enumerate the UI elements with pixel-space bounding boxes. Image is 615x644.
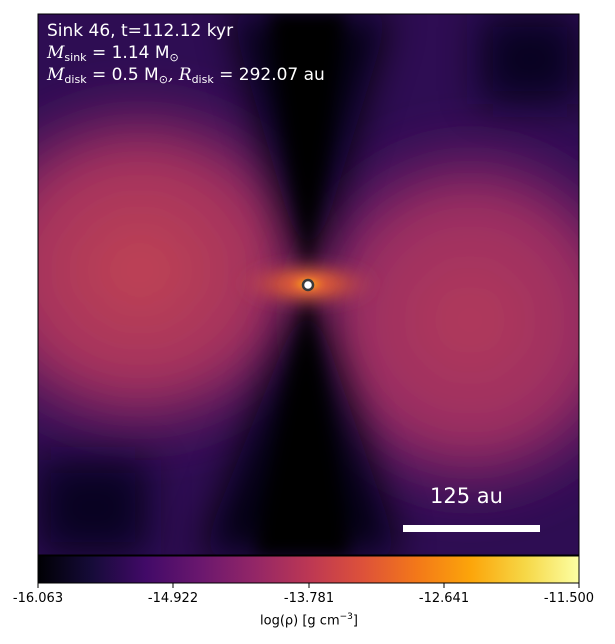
sink-mass-label: Msink = 1.14 M⊙ <box>47 43 179 64</box>
colorbar-tick-label: -14.922 <box>147 591 199 606</box>
plot-frame <box>37 13 580 556</box>
colorbar-tick-label: -16.063 <box>12 591 64 606</box>
scale-bar <box>403 525 540 532</box>
colorbar-tick-label: -13.781 <box>283 591 335 606</box>
colorbar-label: log(ρ) [g cm−3] <box>260 612 358 629</box>
density-map <box>38 14 579 555</box>
sink-marker <box>301 278 315 292</box>
colorbar-tick-label: -12.641 <box>418 591 470 606</box>
colorbar <box>37 555 580 588</box>
sink-time-label: Sink 46, t=112.12 kyr <box>47 21 234 41</box>
disk-properties-label: Mdisk = 0.5 M⊙, Rdisk = 292.07 au <box>47 65 325 86</box>
scale-bar-label: 125 au <box>430 484 503 508</box>
colorbar-tick-label: -11.500 <box>543 591 595 606</box>
